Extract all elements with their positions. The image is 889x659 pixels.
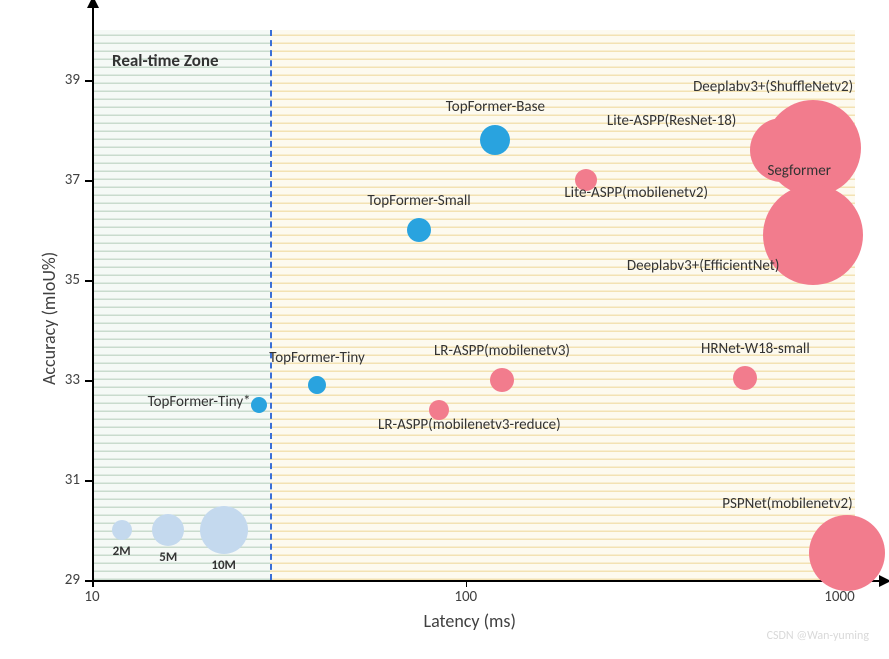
data-point-label: Lite-ASPP(mobilenetv2) — [564, 184, 708, 202]
data-point-label: Lite-ASPP(ResNet-18) — [607, 112, 736, 130]
x-axis-title: Latency (ms) — [424, 610, 516, 632]
data-point-label: HRNet-W18-small — [701, 340, 810, 358]
legend-label: 2M — [113, 544, 131, 559]
legend-bubble — [152, 514, 184, 546]
data-point-label: Deeplabv3+(EfficientNet) — [627, 257, 780, 275]
x-tick-label: 10 — [84, 588, 99, 606]
data-point — [765, 100, 861, 196]
y-tick-label: 29 — [65, 571, 80, 589]
data-point — [251, 397, 267, 413]
data-point-label: TopFormer-Small — [367, 192, 470, 210]
data-point-label: TopFormer-Base — [446, 98, 545, 116]
y-tick-label: 35 — [65, 271, 80, 289]
y-axis-line — [92, 6, 94, 582]
data-point-label: TopFormer-Tiny* — [148, 393, 251, 411]
data-point-label: TopFormer-Tiny — [269, 349, 365, 367]
data-point — [733, 366, 757, 390]
legend-label: 10M — [211, 558, 236, 573]
x-tick-label: 1000 — [824, 588, 854, 606]
y-axis-title: Accuracy (mIoU%) — [38, 252, 60, 385]
y-tick-label: 31 — [65, 471, 80, 489]
data-point-label: LR-ASPP(mobilenetv3-reduce) — [378, 416, 561, 434]
y-tick-label: 39 — [65, 71, 80, 89]
y-tick-label: 33 — [65, 371, 80, 389]
y-tick — [85, 280, 92, 282]
x-tick-label: 100 — [454, 588, 477, 606]
y-axis-arrow — [87, 0, 99, 8]
y-tick — [85, 580, 92, 582]
data-point — [809, 515, 885, 591]
realtime-zone — [92, 30, 270, 580]
data-point-label: Segformer — [767, 162, 831, 180]
y-tick — [85, 380, 92, 382]
legend-bubble — [200, 506, 248, 554]
realtime-divider — [270, 30, 272, 580]
x-tick — [92, 580, 94, 587]
x-tick — [466, 580, 468, 587]
y-tick — [85, 80, 92, 82]
data-point-label: LR-ASPP(mobilenetv3) — [434, 342, 570, 360]
data-point-label: PSPNet(mobilenetv2) — [722, 495, 852, 513]
data-point — [480, 125, 510, 155]
x-axis-arrow — [879, 575, 889, 587]
y-tick — [85, 180, 92, 182]
data-point-label: Deeplabv3+(ShuffleNetv2) — [693, 78, 853, 96]
y-tick-label: 37 — [65, 171, 80, 189]
realtime-zone-label: Real-time Zone — [112, 50, 219, 71]
x-axis-line — [90, 580, 881, 582]
legend-label: 5M — [159, 550, 177, 565]
data-point — [308, 376, 326, 394]
data-point — [407, 218, 431, 242]
y-tick — [85, 480, 92, 482]
watermark: CSDN @Wan-yuming — [767, 629, 869, 643]
chart-root: Latency (ms) Accuracy (mIoU%) CSDN @Wan-… — [0, 0, 889, 659]
legend-bubble — [112, 520, 132, 540]
data-point — [490, 368, 514, 392]
